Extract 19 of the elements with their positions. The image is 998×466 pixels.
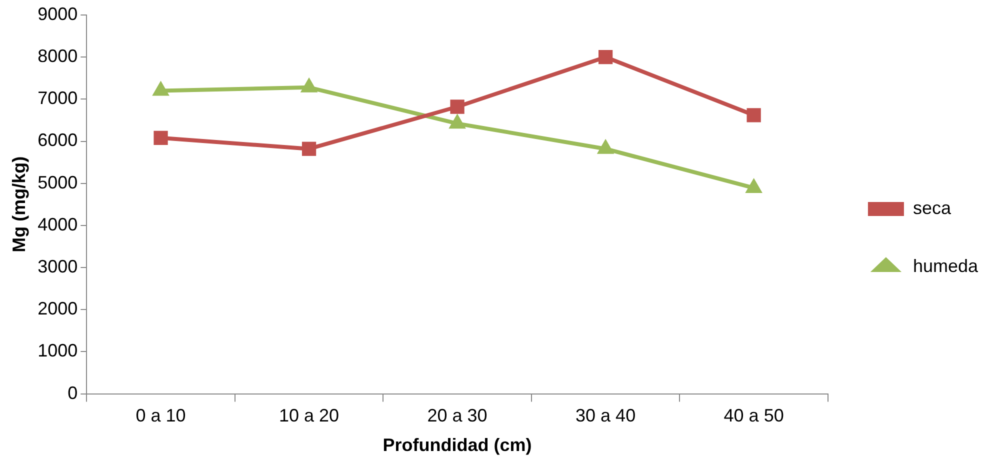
x-tick-label: 0 a 10: [136, 406, 186, 426]
y-tick-label: 2000: [38, 298, 78, 319]
y-tick-label: 7000: [38, 88, 78, 108]
y-tick-label: 6000: [38, 130, 78, 150]
y-tick-label: 4000: [38, 214, 78, 234]
x-tick-label: 20 a 30: [427, 406, 488, 426]
y-tick-label: 8000: [38, 46, 78, 66]
y-tick-label: 3000: [38, 256, 78, 276]
y-tick-label: 5000: [38, 172, 78, 192]
y-tick-label: 9000: [38, 4, 78, 24]
legend-label: seca: [912, 198, 952, 218]
x-tick-label: 10 a 20: [279, 406, 340, 426]
x-tick-label: 30 a 40: [576, 406, 636, 426]
y-axis-title: Mg (mg/kg): [8, 156, 29, 252]
legend-label: humeda: [912, 256, 979, 276]
x-axis-title: Profundidad (cm): [382, 435, 532, 456]
y-tick-label: 1000: [38, 340, 78, 361]
x-tick-label: 40 a 50: [724, 406, 784, 426]
y-tick-label: 0: [68, 382, 78, 403]
